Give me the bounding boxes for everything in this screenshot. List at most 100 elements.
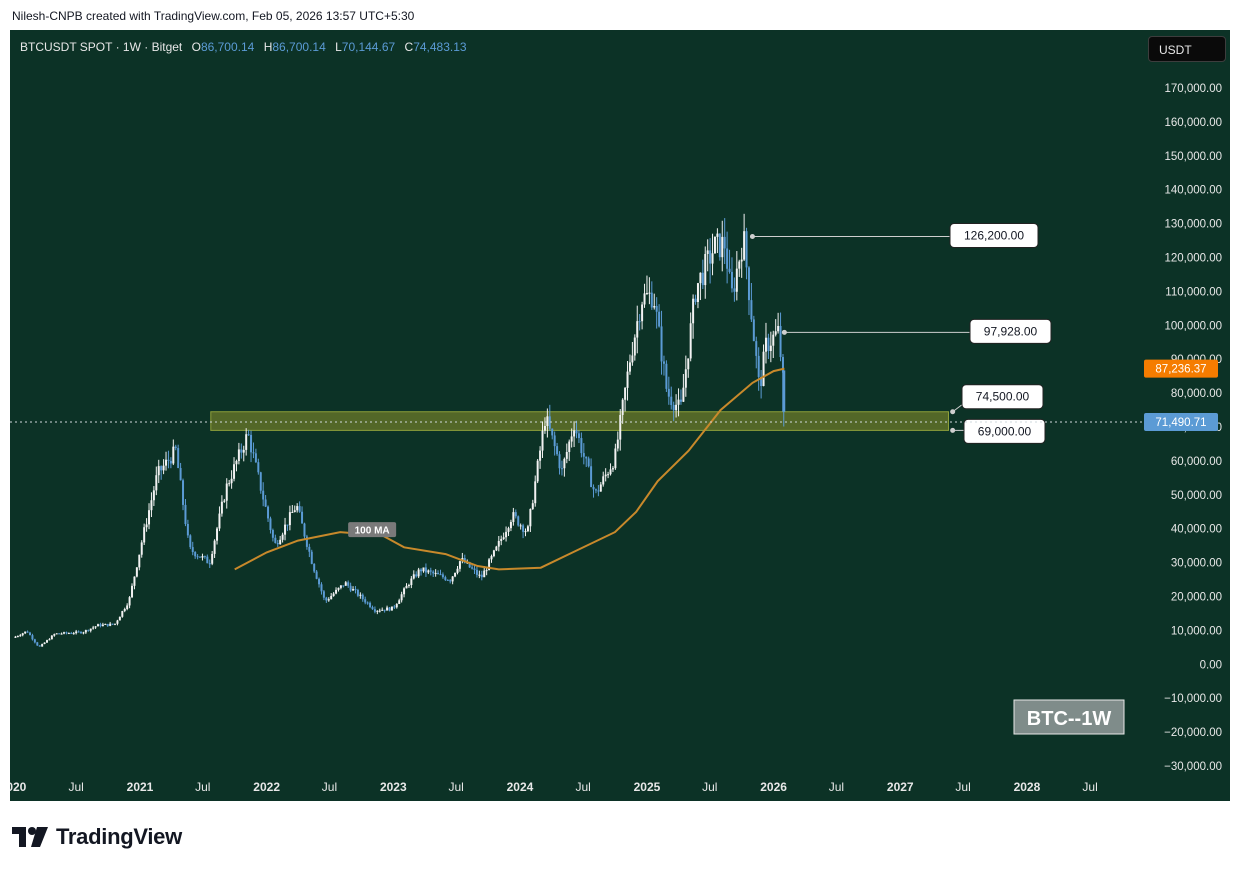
candle-body (352, 589, 355, 591)
candle-body (80, 631, 83, 634)
candle-body (655, 305, 658, 312)
candle-body (38, 645, 41, 647)
candle-body (624, 387, 627, 400)
chart-area[interactable]: 100 MA 126,200.00 97,928.00 74,500.00 69,00… (10, 30, 1230, 801)
candle (743, 213, 746, 262)
candle (590, 458, 593, 488)
candle (400, 591, 403, 603)
candle (573, 421, 576, 447)
candle-body (274, 537, 277, 544)
candle-body (548, 416, 551, 429)
candle-body (531, 503, 534, 510)
candle-body (616, 439, 619, 449)
price-level-ray[interactable]: 126,200.00 (749, 222, 1039, 248)
candle-body (247, 434, 250, 436)
candle-body (106, 623, 109, 626)
candle (26, 630, 29, 633)
candle (203, 555, 206, 559)
moving-average-line[interactable] (234, 367, 785, 571)
candle (655, 297, 658, 329)
candle (684, 355, 687, 397)
candle (157, 459, 160, 484)
candle (267, 505, 270, 522)
time-axis[interactable] (10, 771, 1142, 801)
candle-body (347, 582, 350, 586)
candle-body (245, 434, 248, 450)
candle (87, 629, 90, 632)
candle (456, 565, 459, 575)
candle (529, 508, 532, 533)
candle (378, 608, 381, 613)
candle (398, 598, 401, 605)
candle (356, 588, 359, 598)
candle (575, 420, 578, 439)
candle (179, 462, 182, 481)
candle-body (718, 233, 721, 258)
ray-anchor (950, 409, 956, 415)
candle (526, 524, 529, 533)
candle-body (772, 334, 775, 346)
candle-body (553, 435, 556, 447)
candle (757, 347, 760, 391)
candle (587, 456, 590, 468)
candle (327, 597, 330, 602)
time-tick-label: 2028 (1014, 780, 1041, 794)
candle-body (60, 633, 63, 635)
candle (687, 358, 690, 378)
candle (679, 389, 682, 405)
candle-body (14, 636, 17, 638)
candle-body (315, 571, 318, 579)
time-tick-label: 2020 (10, 780, 27, 794)
symbol-label[interactable]: BTCUSDT SPOT · 1W · Bitget (20, 40, 183, 54)
price-tick-label: 40,000.00 (1171, 524, 1222, 536)
currency-button[interactable]: USDT (1148, 36, 1226, 62)
candle (109, 621, 112, 627)
candle-body (356, 589, 359, 596)
candle (332, 592, 335, 597)
current-candle[interactable] (782, 370, 786, 427)
candle (189, 534, 192, 550)
open-label: O (191, 40, 201, 54)
candle (24, 631, 27, 635)
candle-body (179, 467, 182, 481)
candle-body (607, 474, 610, 476)
candle-body (366, 602, 369, 604)
candle (376, 610, 379, 615)
candle (359, 592, 362, 599)
candle-body (133, 576, 136, 586)
ray-anchor (749, 233, 755, 239)
candle-body (495, 546, 498, 551)
price-level-ray[interactable]: 97,928.00 (781, 318, 1052, 344)
candle (186, 519, 189, 538)
candle (29, 631, 32, 636)
price-level-ray[interactable]: 74,500.00 (950, 384, 1044, 415)
candle-body (276, 543, 279, 545)
candle-body (63, 632, 66, 634)
candle-body (97, 624, 100, 627)
candle (762, 344, 765, 387)
candle-body (420, 569, 423, 572)
candle-body (434, 572, 437, 574)
candle (240, 443, 243, 459)
candle (670, 386, 673, 410)
candle (72, 631, 75, 635)
candle-body (505, 531, 508, 538)
candle-body (109, 623, 112, 626)
candle (485, 567, 488, 576)
ma-label[interactable]: 100 MA (348, 522, 397, 538)
candle-body (696, 283, 699, 302)
candle (427, 569, 430, 575)
candle-body (186, 523, 189, 536)
support-zone[interactable] (210, 411, 949, 431)
candle (592, 484, 595, 498)
price-chart[interactable]: 100 MA 126,200.00 97,928.00 74,500.00 69,00… (10, 30, 1230, 801)
candle (80, 631, 83, 634)
candle-body (128, 597, 131, 606)
price-level-ray[interactable]: 69,000.00 (950, 418, 1046, 444)
candle (36, 641, 39, 646)
candle-body (750, 300, 753, 320)
candle-body (395, 603, 398, 608)
candle-body (733, 288, 736, 292)
time-tick-label: Jul (448, 780, 463, 794)
price-tick-label: 120,000.00 (1164, 253, 1222, 265)
